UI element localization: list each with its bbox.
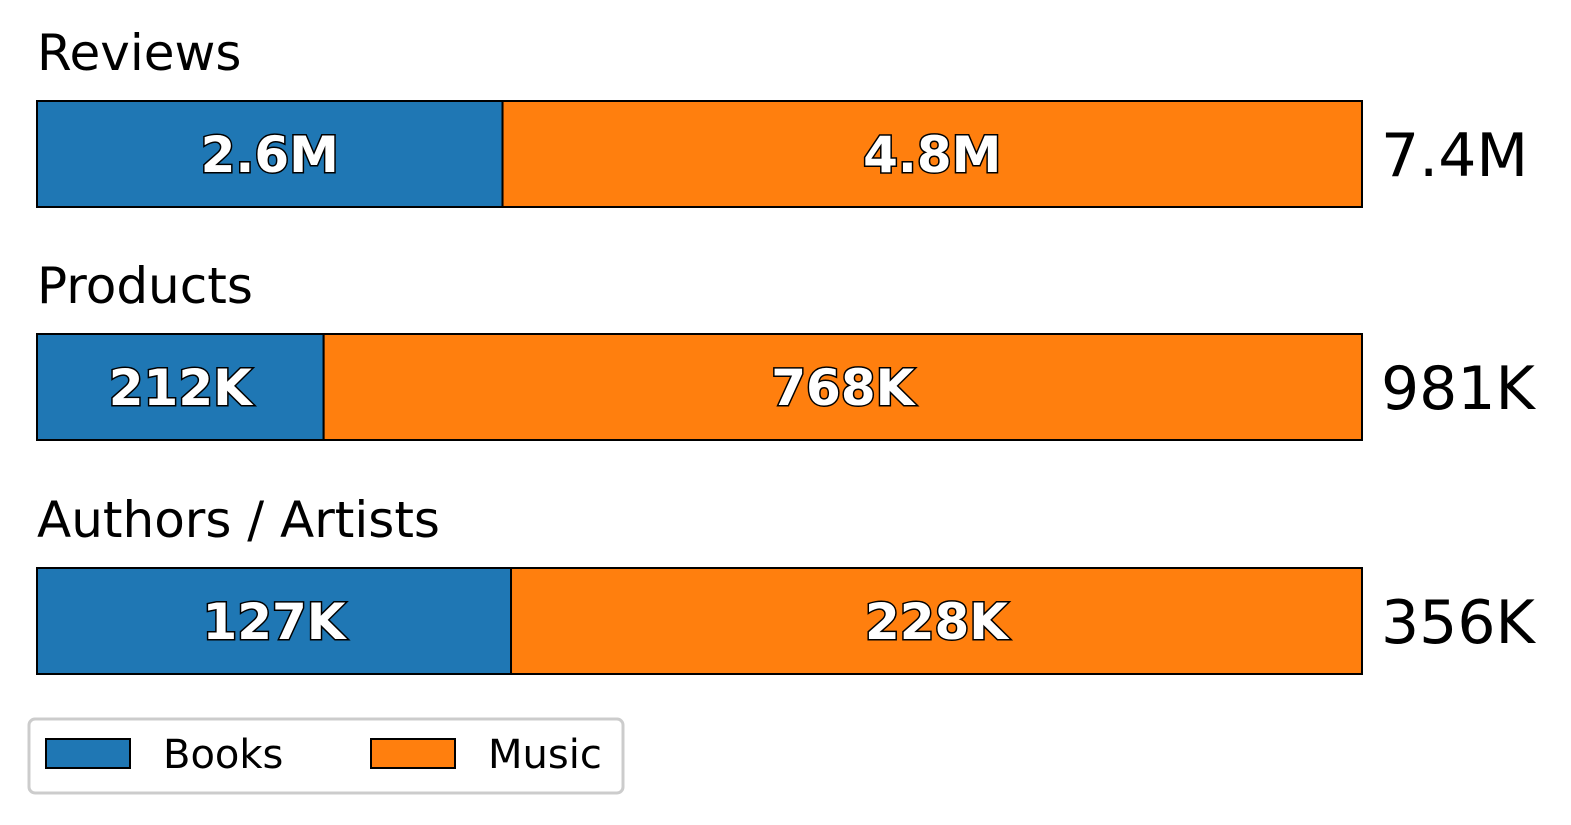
data-label-music: 768K	[771, 359, 916, 417]
panel-products: Products 212K 768K 981K	[36, 257, 1537, 441]
total-label: 356K	[1381, 588, 1537, 658]
panel-reviews: Reviews 2.6M 4.8M 7.4M	[36, 24, 1528, 208]
panel-authors-artists: Authors / Artists 127K 228K 356K	[36, 491, 1537, 675]
data-label-music: 4.8M	[863, 126, 1001, 184]
legend-swatch-music	[370, 738, 456, 769]
data-label-books: 212K	[109, 359, 254, 417]
legend-label-music: Music	[488, 732, 602, 778]
data-label-books: 2.6M	[201, 126, 339, 184]
panel-title: Reviews	[37, 24, 241, 82]
total-label: 7.4M	[1381, 121, 1528, 191]
bar-segment-music	[501, 100, 1363, 208]
panel-title: Authors / Artists	[37, 491, 440, 549]
bar-segment-books	[36, 333, 325, 441]
total-label: 981K	[1381, 354, 1537, 424]
bar-segment-books	[36, 100, 504, 208]
legend-frame	[27, 717, 625, 795]
bar-segment-music	[510, 567, 1363, 675]
panel-title: Products	[37, 257, 253, 315]
bar-segment-books	[36, 567, 513, 675]
legend-swatch-books	[45, 738, 131, 769]
data-label-music: 228K	[865, 593, 1010, 651]
legend: Books Music	[27, 717, 625, 795]
legend-label-books: Books	[163, 732, 283, 778]
data-label-books: 127K	[202, 593, 347, 651]
bar-segment-music	[322, 333, 1363, 441]
